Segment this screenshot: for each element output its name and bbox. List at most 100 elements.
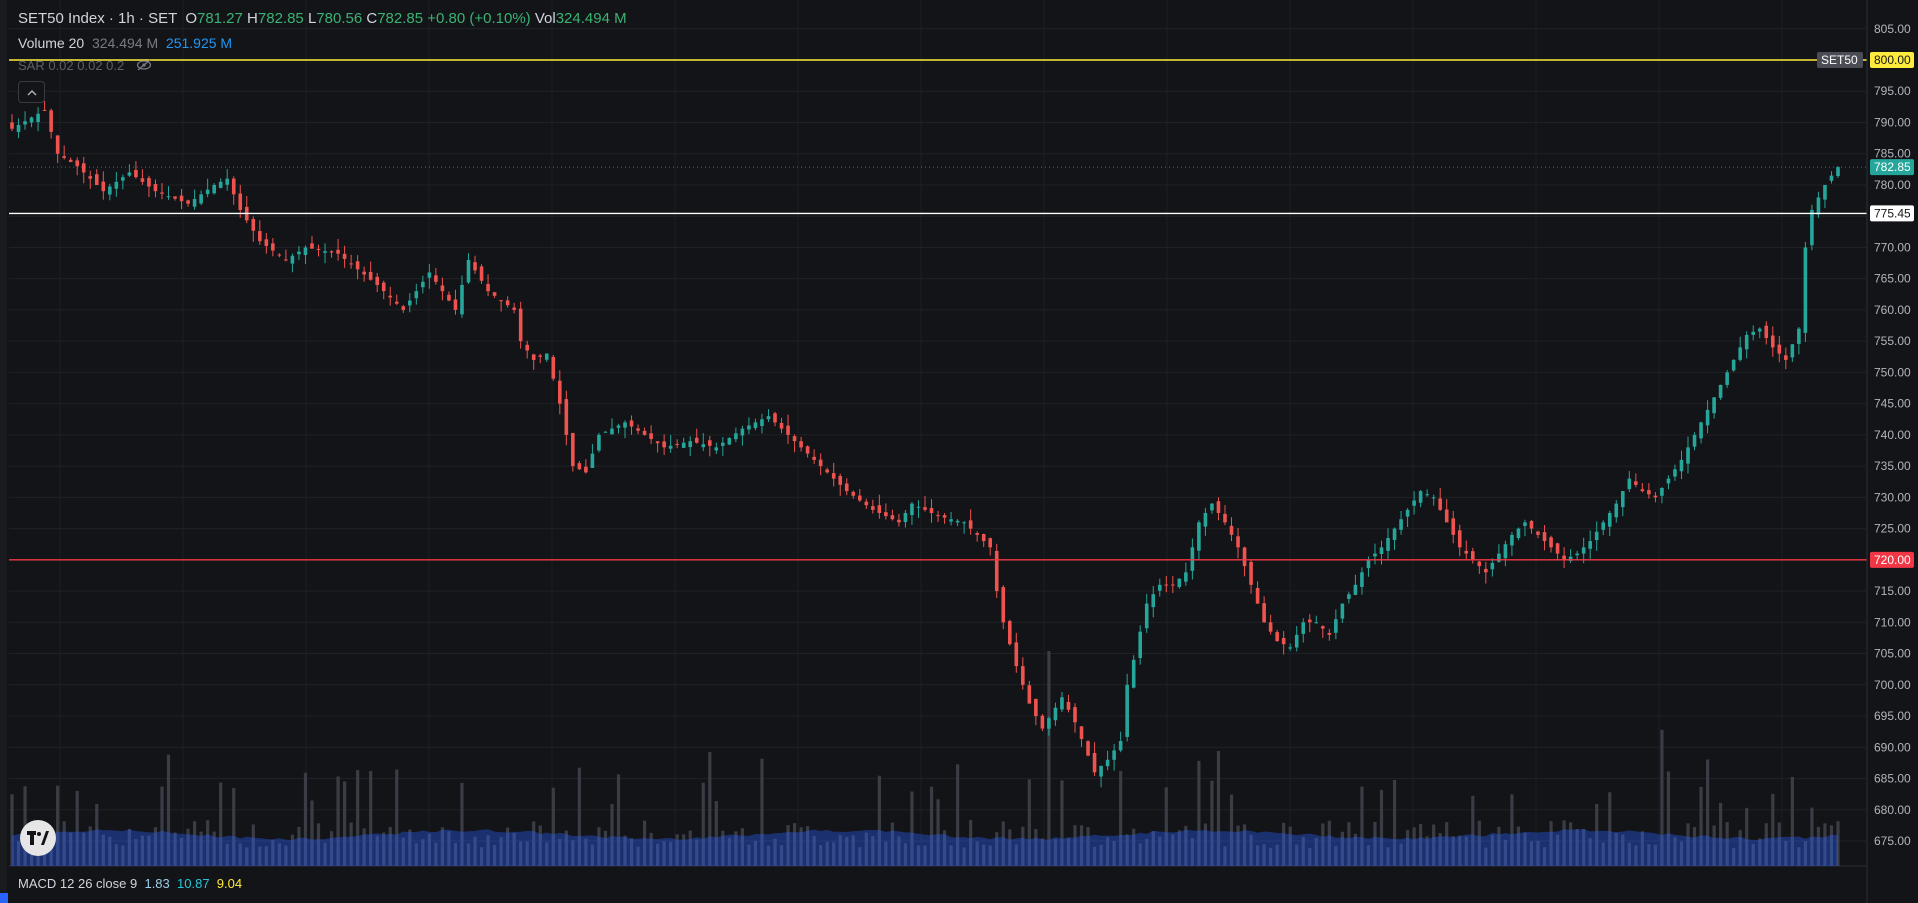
candle-body <box>1347 594 1351 599</box>
candle-body <box>1542 532 1547 542</box>
volume-bar <box>69 832 73 866</box>
candle-body <box>1047 718 1051 729</box>
volume-bar <box>382 832 386 866</box>
volume-bar <box>1092 846 1097 866</box>
candle-body <box>101 181 106 192</box>
candle-body <box>584 466 588 473</box>
volume-bar <box>662 841 666 866</box>
candle-body <box>1523 522 1527 526</box>
candle-body <box>668 445 673 449</box>
candle-body <box>805 446 810 454</box>
volume-bar <box>571 840 575 866</box>
volume-bar <box>1184 825 1188 866</box>
volume-indicator-value: 324.494 M <box>91 35 159 51</box>
candle-body <box>1223 513 1227 523</box>
volume-bar <box>1106 837 1110 866</box>
candle-body <box>629 420 634 427</box>
candle-body <box>1229 525 1234 535</box>
volume-bar <box>597 827 601 866</box>
volume-bar <box>1575 829 1579 866</box>
candle-body <box>192 199 197 207</box>
price-labels: 800.00 782.85 775.45 720.00 SET50 <box>1817 52 1914 568</box>
candle-body <box>421 281 425 288</box>
candle-body <box>857 495 862 501</box>
eye-off-icon[interactable] <box>136 59 152 74</box>
volume-bar <box>1008 829 1012 866</box>
candle-body <box>381 282 386 292</box>
price-tick-label: 710.00 <box>1874 615 1911 629</box>
volume-bar <box>199 831 203 866</box>
volume-bar <box>1673 837 1677 866</box>
candle-body <box>792 436 797 442</box>
volume-bar <box>1823 823 1827 866</box>
volume-bar <box>897 836 901 866</box>
price-tick-label: 715.00 <box>1874 584 1911 598</box>
candle-body <box>1536 531 1540 535</box>
volume-bar <box>1803 841 1807 866</box>
candle-body <box>577 463 582 470</box>
volume-bar <box>760 758 764 866</box>
volume-indicator-name[interactable]: Volume 20 <box>18 35 85 51</box>
volume-bar <box>1145 838 1149 866</box>
candle-body <box>1503 544 1508 559</box>
candle-body <box>923 507 927 510</box>
candle-body <box>564 399 569 435</box>
candle-body <box>1386 537 1390 551</box>
volume-bar <box>401 837 405 866</box>
volume-bar <box>219 782 223 866</box>
volume-bar <box>506 827 510 866</box>
candle-body <box>75 160 80 167</box>
candle-body <box>140 178 145 182</box>
volume-bar <box>610 804 614 866</box>
candle-body <box>368 271 373 280</box>
macd-legend[interactable]: MACD 12 26 close 9 1.83 10.87 9.04 <box>18 876 242 891</box>
symbol-title[interactable]: SET50 Index · 1h · SET <box>18 10 177 27</box>
sar-legend[interactable]: SAR 0.02 0.02 0.2 <box>18 58 152 74</box>
volume-bar <box>75 790 79 866</box>
candle-body <box>962 522 966 524</box>
volume-bar <box>1732 847 1736 866</box>
volume-bar <box>1027 779 1031 866</box>
sar-indicator-name[interactable]: SAR 0.02 0.02 0.2 <box>18 58 125 73</box>
candle-body <box>1405 509 1410 517</box>
macd-value-signal: 9.04 <box>216 876 243 891</box>
candle-body <box>981 534 986 542</box>
volume-bar <box>1660 729 1664 866</box>
candle-body <box>1549 537 1553 548</box>
price-tick-label: 750.00 <box>1874 365 1911 379</box>
candle-body <box>258 231 262 242</box>
volume-bar <box>982 844 986 866</box>
open-value: 781.27 <box>196 10 243 27</box>
candle-body <box>590 453 595 468</box>
volume-bar <box>121 845 125 866</box>
volume-bar <box>1445 822 1449 866</box>
volume-bar <box>238 843 242 866</box>
volume-bar <box>186 828 190 866</box>
volume-ma-value: 251.925 M <box>165 35 233 51</box>
candle-body <box>936 515 940 517</box>
price-tick-label: 705.00 <box>1874 647 1911 661</box>
volume-bar <box>1040 838 1044 866</box>
candle-body <box>1412 500 1416 506</box>
tradingview-logo-icon[interactable] <box>20 820 56 856</box>
volume-bar <box>1719 802 1723 866</box>
candle-body <box>1340 603 1345 619</box>
candle-body <box>1490 562 1495 570</box>
volume-bar <box>532 821 536 866</box>
price-axis[interactable]: 675.00 680.00 685.00 690.00 695.00 700.00 705.… <box>1866 0 1918 903</box>
volume-bar <box>1125 834 1129 866</box>
volume-legend[interactable]: Volume 20 324.494 M 251.925 M <box>18 35 232 51</box>
candle-body <box>303 247 308 256</box>
macd-indicator-name[interactable]: MACD 12 26 close 9 <box>18 876 138 891</box>
candle-body <box>1034 698 1038 717</box>
candle-body <box>231 178 236 195</box>
volume-bar <box>1745 807 1749 866</box>
collapse-legend-button[interactable] <box>18 81 45 103</box>
volume-bar <box>10 794 14 866</box>
volume-bar <box>1490 834 1494 866</box>
horizontal-lines[interactable] <box>9 59 1867 561</box>
symbol-legend[interactable]: SET50 Index · 1h · SET O781.27 H782.85 L… <box>18 10 627 27</box>
volume-bar <box>1777 822 1781 866</box>
candle-body <box>649 433 653 440</box>
